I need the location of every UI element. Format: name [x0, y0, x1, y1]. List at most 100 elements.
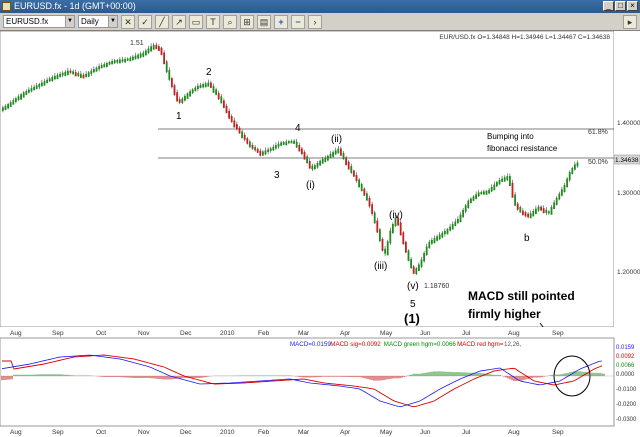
candle-body [202, 84, 204, 88]
candle-body [38, 83, 41, 88]
fib-label-61: 61.8% [588, 129, 608, 136]
close-icon[interactable]: ✕ [121, 14, 135, 29]
candle-body [176, 92, 178, 102]
chart-svg: EUR/USD.fx O=1.34848 H=1.34946 L=1.34467… [0, 30, 640, 436]
candle-body [314, 165, 316, 170]
chevron-down-icon: ▼ [65, 16, 74, 27]
candle-body [152, 44, 155, 50]
candle-body [433, 238, 436, 244]
candle-body [108, 62, 111, 65]
candle-body [186, 93, 189, 99]
candle-body [462, 209, 464, 218]
candle-body [145, 50, 147, 56]
candle-body [12, 100, 15, 105]
candle-body [366, 193, 368, 201]
wave-label: b [524, 233, 530, 244]
candle-body [124, 58, 126, 63]
wave-label: (v) [407, 281, 419, 292]
candle-body [298, 145, 301, 152]
macd-tick-label: 0.0092 [616, 354, 635, 360]
candle-body [22, 92, 25, 98]
candle-body [415, 268, 418, 275]
macd-legend-entry: MACD green hgm=0.0066 [384, 341, 457, 348]
candle-body [223, 100, 225, 108]
candle-body [241, 131, 243, 139]
candle-body [132, 56, 134, 61]
candle-body [342, 152, 345, 160]
timeframe-select[interactable]: Daily ▼ [78, 15, 118, 28]
candle-body [470, 198, 472, 204]
candle-body [4, 105, 7, 110]
candle-body [306, 156, 308, 163]
candle-body [389, 230, 392, 244]
month-label: May [380, 330, 393, 337]
month-label: Aug [10, 330, 22, 337]
line-tool-icon[interactable]: ╱ [155, 14, 169, 29]
candle-body [568, 172, 571, 181]
candle-body [59, 73, 61, 77]
zoom-icon[interactable]: ⌕ [223, 14, 237, 29]
ohlc-readout: EUR/USD.fx O=1.34848 H=1.34946 L=1.34467… [439, 34, 610, 41]
price-axis [614, 31, 640, 327]
candle-body [259, 150, 262, 156]
trend-tool-icon[interactable]: ↗ [172, 14, 186, 29]
check-icon[interactable]: ✓ [138, 14, 152, 29]
scroll-right-icon[interactable]: ▸ [623, 14, 637, 29]
candle-body [496, 181, 498, 187]
candle-body [295, 141, 298, 148]
candle-body [457, 218, 459, 224]
candle-body [233, 120, 236, 128]
month-label: Jul [462, 429, 471, 436]
candle-body [490, 187, 493, 192]
candle-body [251, 144, 254, 149]
text-tool-icon[interactable]: T [206, 14, 220, 29]
maximize-button[interactable]: □ [615, 1, 626, 11]
chevron-right-icon[interactable]: › [308, 14, 322, 29]
macd-tick-label: 0.0159 [616, 345, 635, 351]
candle-body [210, 82, 212, 88]
candlesticks [2, 42, 579, 276]
box-tool-icon[interactable]: ▭ [189, 14, 203, 29]
wave-label: 5 [410, 299, 416, 310]
candle-body [431, 239, 433, 244]
candle-body [308, 161, 311, 169]
grid-tool-icon[interactable]: ⊞ [240, 14, 254, 29]
candle-body [514, 194, 516, 206]
title-bar: EURUSD.fx - 1d (GMT+00:00) _ □ × [0, 0, 640, 13]
candle-body [269, 148, 272, 152]
minimize-button[interactable]: _ [603, 1, 614, 11]
candle-body [272, 146, 275, 151]
candle-body [30, 88, 33, 92]
candle-body [93, 69, 95, 73]
month-label: Feb [258, 330, 270, 337]
candle-body [67, 70, 69, 75]
macd-plot [1, 354, 605, 408]
candle-body [516, 203, 519, 210]
chart-area[interactable]: EUR/USD.fx O=1.34848 H=1.34946 L=1.34467… [0, 30, 640, 437]
plus-icon[interactable]: + [274, 14, 288, 29]
sheet-tool-icon[interactable]: ▤ [257, 14, 271, 29]
wave-label: (1) [404, 311, 420, 326]
candle-body [451, 224, 454, 230]
candle-body [327, 155, 329, 161]
candle-body [360, 183, 363, 192]
candle-body [428, 241, 431, 249]
month-label: Oct [96, 330, 106, 337]
candle-body [181, 98, 184, 104]
candle-body [225, 105, 228, 114]
candle-body [483, 191, 485, 195]
candle-body [142, 52, 145, 57]
candle-body [574, 164, 576, 170]
month-label: Oct [96, 429, 106, 436]
month-label: Sep [52, 429, 64, 436]
minus-icon[interactable]: − [291, 14, 305, 29]
month-label: 2010 [220, 429, 235, 436]
symbol-select[interactable]: EURUSD.fx ▼ [3, 15, 75, 28]
candle-body [449, 226, 451, 231]
candle-body [436, 236, 438, 241]
candle-body [340, 148, 342, 156]
candle-body [85, 73, 87, 77]
candle-body [532, 211, 535, 217]
candle-body [334, 150, 337, 155]
close-window-button[interactable]: × [627, 1, 638, 11]
